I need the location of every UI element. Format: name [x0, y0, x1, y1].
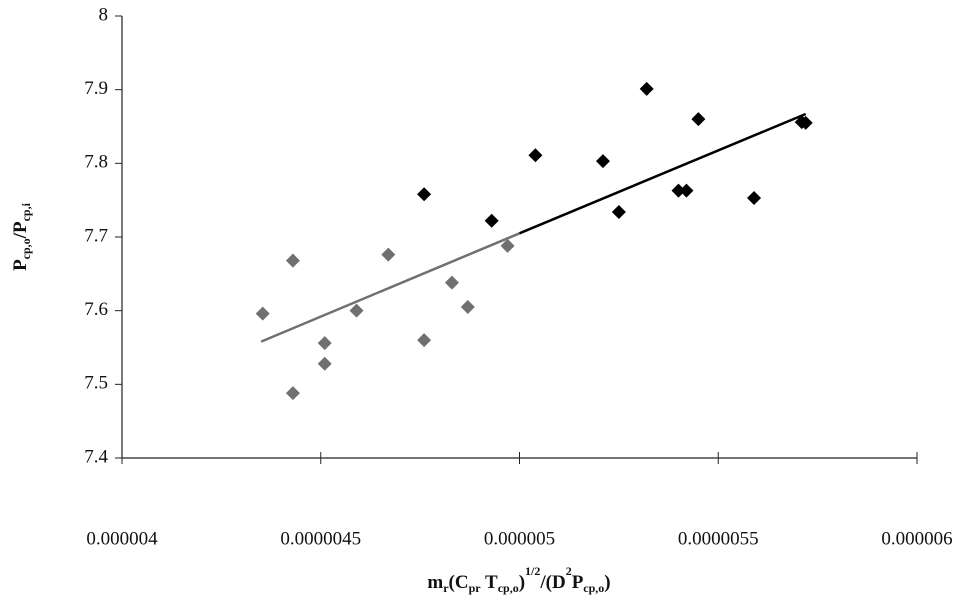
trendline: [260, 232, 520, 343]
point: [255, 306, 270, 321]
x-label-part: /(D: [539, 572, 565, 593]
y-tick-label: 7.7: [84, 225, 108, 246]
point: [285, 253, 300, 268]
x-label-part: P: [572, 572, 584, 593]
x-label-part: m: [427, 572, 443, 593]
x-label-part: cp,o: [498, 581, 519, 595]
x-tick-label: 0.0000055: [678, 528, 759, 549]
point: [285, 386, 300, 401]
trendline: [519, 112, 807, 235]
y-tick-label: 7.5: [84, 373, 108, 394]
y-tick-label: 8: [99, 4, 109, 25]
y-tick-label: 7.6: [84, 299, 108, 320]
x-label-part: 2: [566, 564, 572, 578]
x-tick-label: 0.000005: [484, 528, 555, 549]
point: [671, 183, 686, 198]
x-label-part: 1/2: [525, 564, 540, 578]
x-tick-label: 0.000004: [86, 528, 158, 549]
x-label-part: pr: [469, 581, 482, 595]
point: [679, 183, 694, 198]
y-label-part: cp,i: [19, 202, 33, 221]
y-label-part: /P: [10, 221, 31, 239]
y-tick-label: 7.4: [84, 446, 108, 467]
point: [381, 247, 396, 262]
point: [417, 187, 432, 202]
point: [639, 81, 654, 96]
y-label-part: cp,o: [19, 238, 33, 259]
point: [444, 275, 459, 290]
point: [349, 303, 364, 318]
point: [595, 154, 610, 169]
x-label-part: cp,o: [583, 581, 604, 595]
x-label-part: ): [604, 572, 610, 593]
y-label-part: P: [10, 259, 31, 271]
point: [317, 356, 332, 371]
point: [460, 299, 475, 314]
x-axis-label: mr(Cpr Tcp,o)1/2/(D2Pcp,o): [427, 564, 610, 595]
x-label-part: ): [519, 572, 525, 593]
point: [691, 112, 706, 127]
x-label-part: r: [443, 581, 449, 595]
y-axis-label: Pcp,o/Pcp,i: [10, 202, 32, 271]
y-tick-label: 7.9: [84, 78, 108, 99]
point: [317, 336, 332, 351]
x-tick-label: 0.000006: [881, 528, 952, 549]
point: [528, 148, 543, 163]
x-label-part: (C: [449, 572, 469, 593]
point: [500, 238, 515, 253]
point: [798, 115, 813, 130]
point: [484, 213, 499, 228]
point: [611, 204, 626, 219]
y-tick-label: 7.8: [84, 152, 108, 173]
point: [417, 333, 432, 348]
point: [747, 190, 762, 205]
x-label-part: T: [481, 572, 498, 593]
x-tick-label: 0.0000045: [280, 528, 361, 549]
